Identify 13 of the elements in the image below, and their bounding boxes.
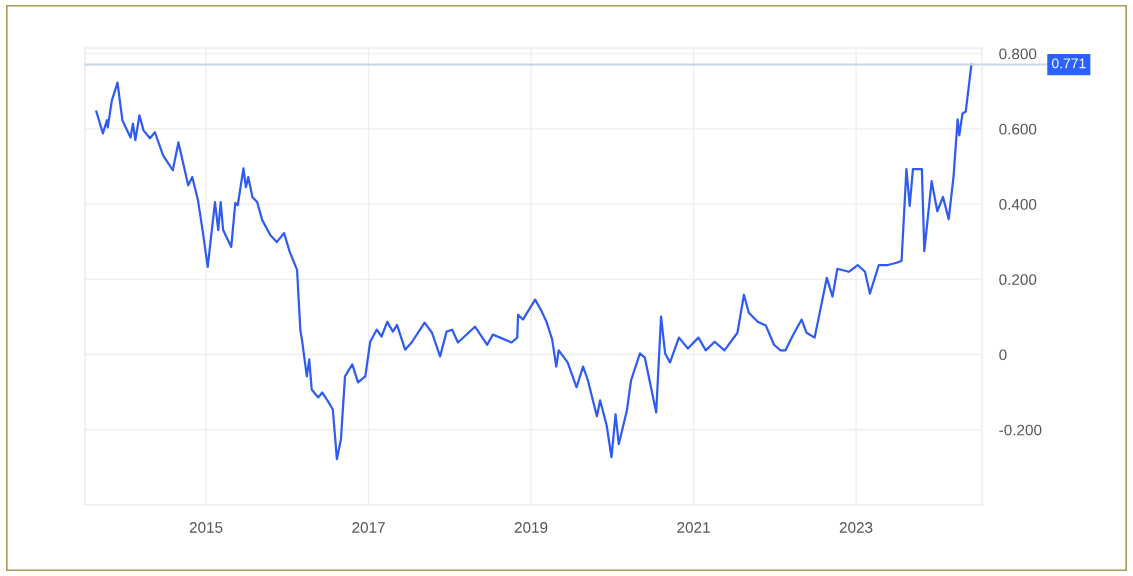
y-tick-label: 0.200 — [999, 274, 1037, 286]
y-tick-label: 0.600 — [999, 123, 1037, 135]
x-tick-label: 2019 — [514, 522, 548, 533]
x-tick-label: 2021 — [677, 522, 710, 533]
y-tick-label: -0.200 — [999, 424, 1042, 436]
line-series — [95, 63, 973, 461]
x-tick-label: 2015 — [189, 522, 223, 533]
y-tick-label: 0 — [999, 349, 1007, 361]
x-tick-label: 2023 — [839, 522, 873, 533]
ref-line-label: 0.771 — [1051, 58, 1086, 69]
y-tick-label: 0.800 — [999, 48, 1037, 60]
x-tick-label: 2017 — [352, 522, 385, 533]
y-tick-label: 0.400 — [999, 198, 1037, 210]
